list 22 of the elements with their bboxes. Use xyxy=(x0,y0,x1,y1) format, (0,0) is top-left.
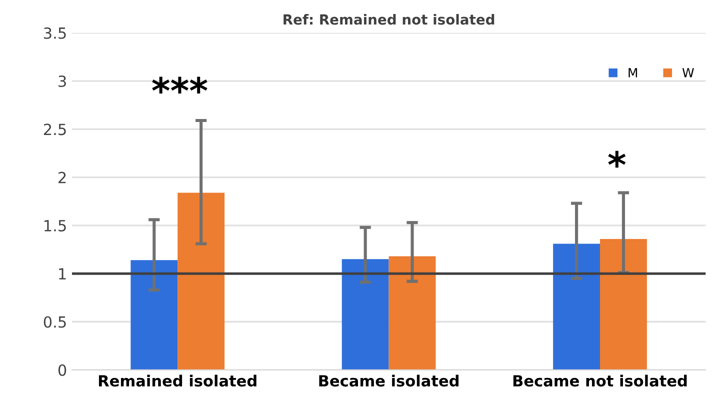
legend-label: W xyxy=(682,68,694,78)
bar xyxy=(600,238,647,370)
bar xyxy=(553,244,600,370)
y-tick-label: 3.5 xyxy=(44,27,66,39)
legend-label: M xyxy=(628,68,638,78)
y-tick-label: 0 xyxy=(58,364,66,376)
y-tick-label: 1 xyxy=(59,268,66,280)
annotation: *** xyxy=(152,76,208,94)
x-tick-label: Remained isolated xyxy=(98,374,256,387)
y-tick-label: 1.5 xyxy=(44,220,66,232)
chart-title: Ref: Remained not isolated xyxy=(284,14,494,25)
x-tick-label: Became not isolated xyxy=(513,374,687,387)
bar xyxy=(178,192,225,370)
y-tick-label: 2.5 xyxy=(44,124,66,136)
y-tick-label: 3 xyxy=(58,75,66,88)
y-tick-label: 0.5 xyxy=(44,316,66,328)
bar xyxy=(130,260,178,370)
x-tick-label: Became isolated xyxy=(319,374,458,387)
bar xyxy=(342,259,389,370)
y-tick-label: 2 xyxy=(58,172,66,184)
annotation: * xyxy=(608,150,626,168)
bar xyxy=(388,256,436,370)
